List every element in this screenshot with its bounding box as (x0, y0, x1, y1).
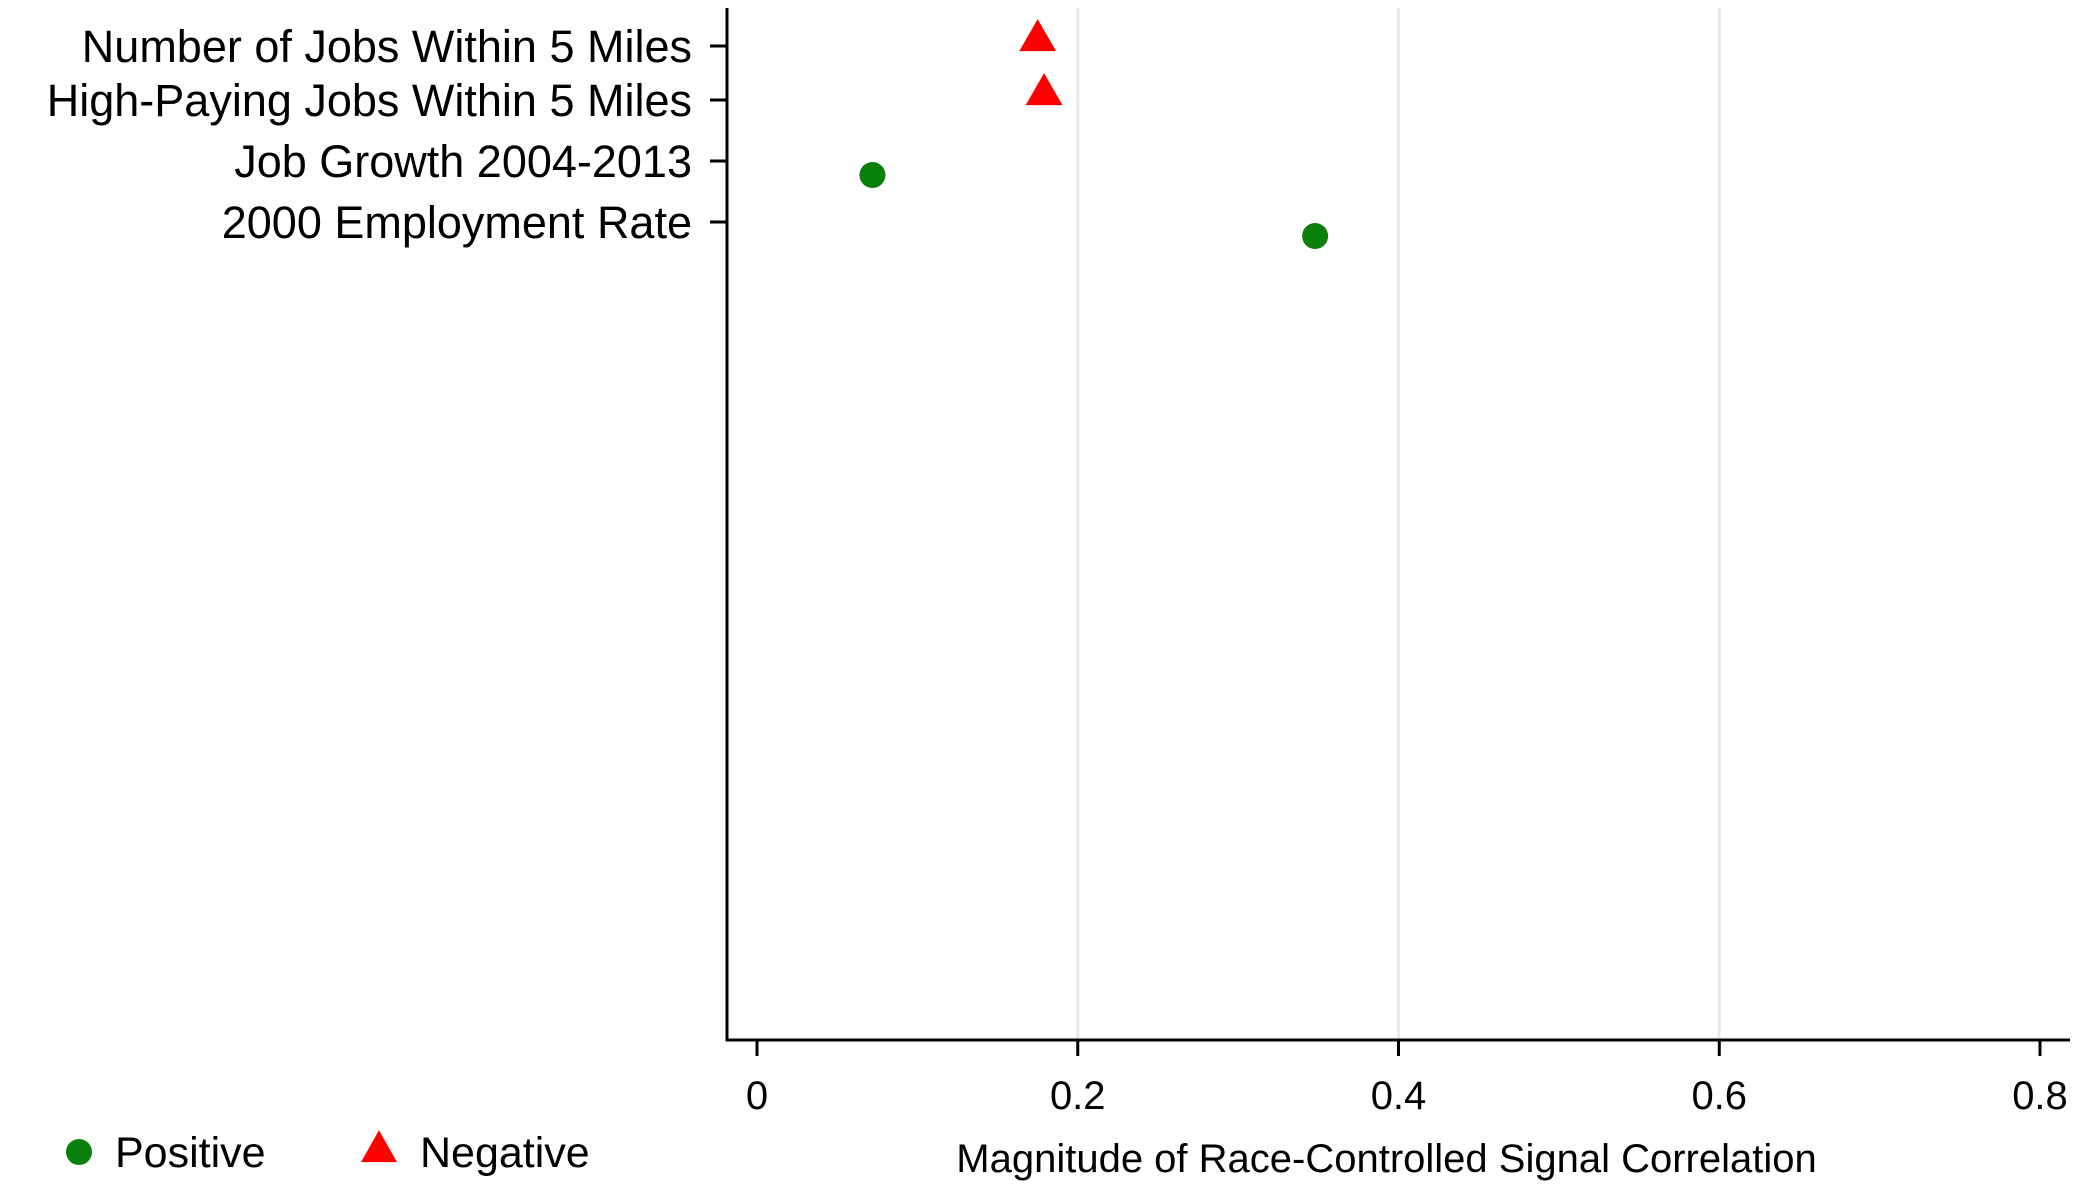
data-markers (859, 19, 1329, 249)
legend-negative-label: Negative (420, 1129, 590, 1177)
x-tick-label-4: 0.8 (2012, 1074, 2068, 1118)
data-point-0 (1019, 19, 1057, 52)
legend: Positive Negative (66, 1129, 590, 1177)
x-tick-label-2: 0.4 (1371, 1074, 1427, 1118)
data-point-2 (859, 162, 886, 188)
x-axis-ticks (755, 1040, 2042, 1056)
x-axis-title: Magnitude of Race-Controlled Signal Corr… (956, 1137, 1816, 1181)
x-tick-label-1: 0.2 (1050, 1074, 1106, 1118)
category-label-1: High-Paying Jobs Within 5 Miles (47, 75, 692, 126)
legend-positive-marker (66, 1139, 92, 1165)
grid-lines (1076, 8, 1721, 1040)
category-label-2: Job Growth 2004-2013 (234, 136, 692, 187)
category-labels: Number of Jobs Within 5 MilesHigh-Paying… (47, 21, 692, 248)
data-point-3 (1302, 223, 1329, 249)
category-label-3: 2000 Employment Rate (222, 197, 692, 248)
y-axis-ticks (710, 44, 727, 224)
legend-negative-marker (361, 1130, 397, 1163)
x-tick-label-3: 0.6 (1691, 1074, 1747, 1118)
x-tick-label-0: 0 (746, 1074, 768, 1118)
data-point-1 (1025, 73, 1063, 106)
x-tick-labels: 0 0.2 0.4 0.6 0.8 (746, 1074, 2068, 1118)
legend-positive-label: Positive (115, 1129, 266, 1177)
category-label-0: Number of Jobs Within 5 Miles (82, 21, 692, 72)
